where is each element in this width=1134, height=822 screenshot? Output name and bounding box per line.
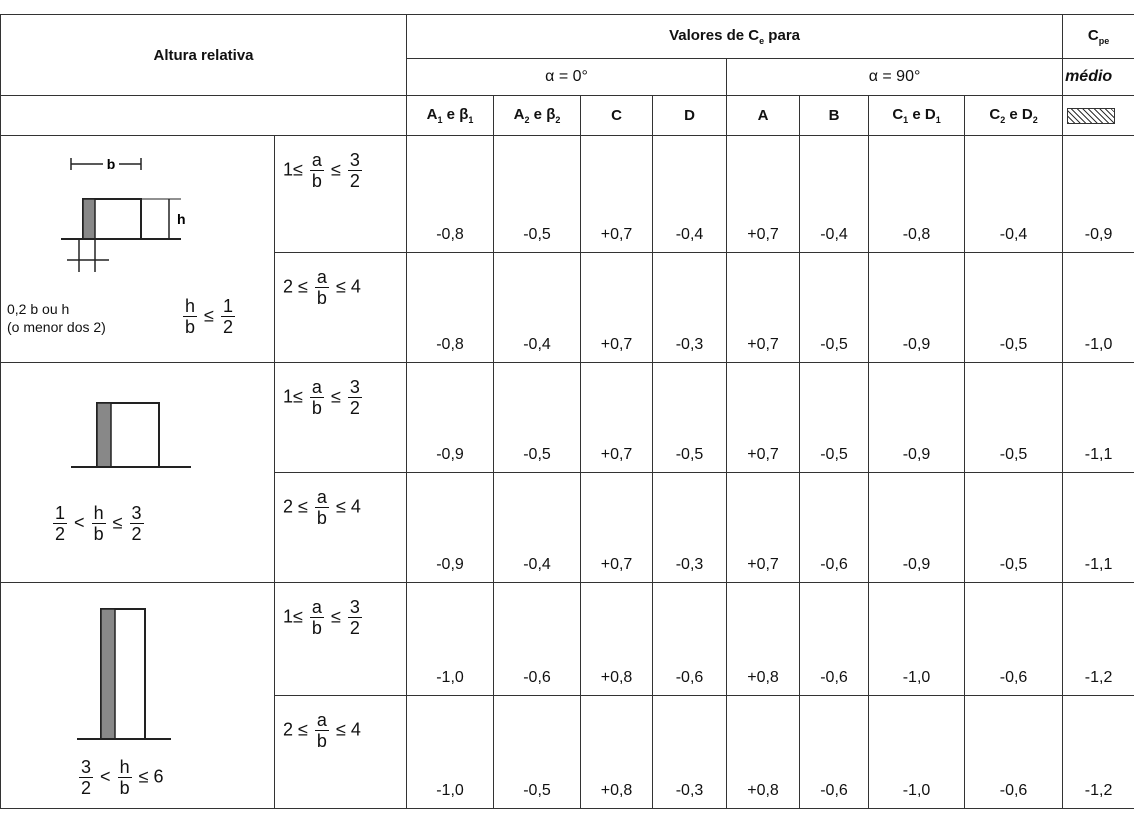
table-cell: -0,6	[799, 582, 870, 696]
col-c2-d2: C2 e D2	[964, 95, 1064, 136]
table-cell: -1,0	[406, 582, 495, 696]
table-cell: -1,0	[868, 695, 966, 809]
col-a: A	[726, 95, 801, 136]
table-cell: -0,5	[799, 362, 870, 473]
table-cell: -0,4	[799, 135, 870, 253]
table-cell: +0,7	[580, 362, 654, 473]
medio-header: médio	[1062, 58, 1134, 96]
alpha-90-header: α = 90°	[726, 58, 1064, 96]
col-c1-d1: C1 e D1	[868, 95, 966, 136]
table-cell: -0,5	[493, 362, 582, 473]
figure-b-label: b	[107, 156, 116, 172]
tall-building-figure	[77, 608, 171, 740]
table-cell: -0,3	[652, 695, 728, 809]
medium-building-figure	[71, 402, 191, 468]
table-cell: -0,4	[493, 252, 582, 363]
table-cell: -0,3	[652, 472, 728, 583]
table-cell: +0,7	[726, 362, 801, 473]
table-cell: -0,9	[406, 472, 495, 583]
hatch-legend	[1062, 95, 1134, 136]
table-cell: -0,8	[406, 252, 495, 363]
table-cell: -1,1	[1062, 362, 1134, 473]
table-cell: -0,9	[868, 362, 966, 473]
table-cell: -0,5	[964, 362, 1064, 473]
table-cell: -0,5	[493, 695, 582, 809]
table-cell: -0,5	[799, 252, 870, 363]
altura-relativa-header: Altura relativa	[0, 14, 408, 96]
valores-header: Valores de Ce para	[406, 14, 1064, 59]
table-cell: +0,7	[726, 472, 801, 583]
table-cell: +0,8	[580, 695, 654, 809]
table-cell: -0,5	[964, 252, 1064, 363]
table-cell: -1,0	[868, 582, 966, 696]
empty-header-cell	[0, 95, 408, 136]
table-cell: +0,8	[580, 582, 654, 696]
table-cell: -0,6	[493, 582, 582, 696]
table-cell: +0,7	[580, 472, 654, 583]
table-cell: -0,4	[964, 135, 1064, 253]
table-cell: -0,6	[799, 472, 870, 583]
table-cell: -0,9	[1062, 135, 1134, 253]
table-cell: -0,5	[493, 135, 582, 253]
table-cell: -0,6	[799, 695, 870, 809]
col-d: D	[652, 95, 728, 136]
table-cell: -0,3	[652, 252, 728, 363]
table-cell: -0,4	[652, 135, 728, 253]
alpha-0-header: α = 0°	[406, 58, 728, 96]
table-cell: +0,8	[726, 695, 801, 809]
table-cell: -0,8	[406, 135, 495, 253]
table-cell: +0,7	[726, 135, 801, 253]
table-cell: -0,4	[493, 472, 582, 583]
table-cell: -1,2	[1062, 695, 1134, 809]
table-cell: +0,7	[580, 252, 654, 363]
col-a1-b1: A1 e β1	[406, 95, 495, 136]
low-building-figure: b h	[61, 156, 186, 272]
table-cell: -0,9	[868, 472, 966, 583]
cpe-header: Cpe	[1062, 14, 1134, 59]
table-cell: -0,9	[868, 252, 966, 363]
table-cell: -0,8	[868, 135, 966, 253]
table-cell: -1,0	[406, 695, 495, 809]
table-cell: -0,5	[652, 362, 728, 473]
hatched-area-icon	[1067, 108, 1116, 125]
table-cell: -0,6	[964, 582, 1064, 696]
table-cell: -0,9	[406, 362, 495, 473]
table-cell: -0,6	[652, 582, 728, 696]
col-a2-b2: A2 e β2	[493, 95, 582, 136]
table-cell: +0,8	[726, 582, 801, 696]
table-cell: -0,5	[964, 472, 1064, 583]
figure-h-label: h	[177, 211, 186, 227]
table-cell: -1,2	[1062, 582, 1134, 696]
col-c: C	[580, 95, 654, 136]
table-cell: -0,6	[964, 695, 1064, 809]
table-cell: -1,1	[1062, 472, 1134, 583]
table-cell: +0,7	[580, 135, 654, 253]
wall-width-note: 0,2 b ou h (o menor dos 2)	[7, 301, 106, 335]
table-cell: -1,0	[1062, 252, 1134, 363]
col-b: B	[799, 95, 870, 136]
table-cell: +0,7	[726, 252, 801, 363]
pressure-coefficient-table: Altura relativa Valores de Ce para Cpe α…	[0, 14, 1134, 809]
